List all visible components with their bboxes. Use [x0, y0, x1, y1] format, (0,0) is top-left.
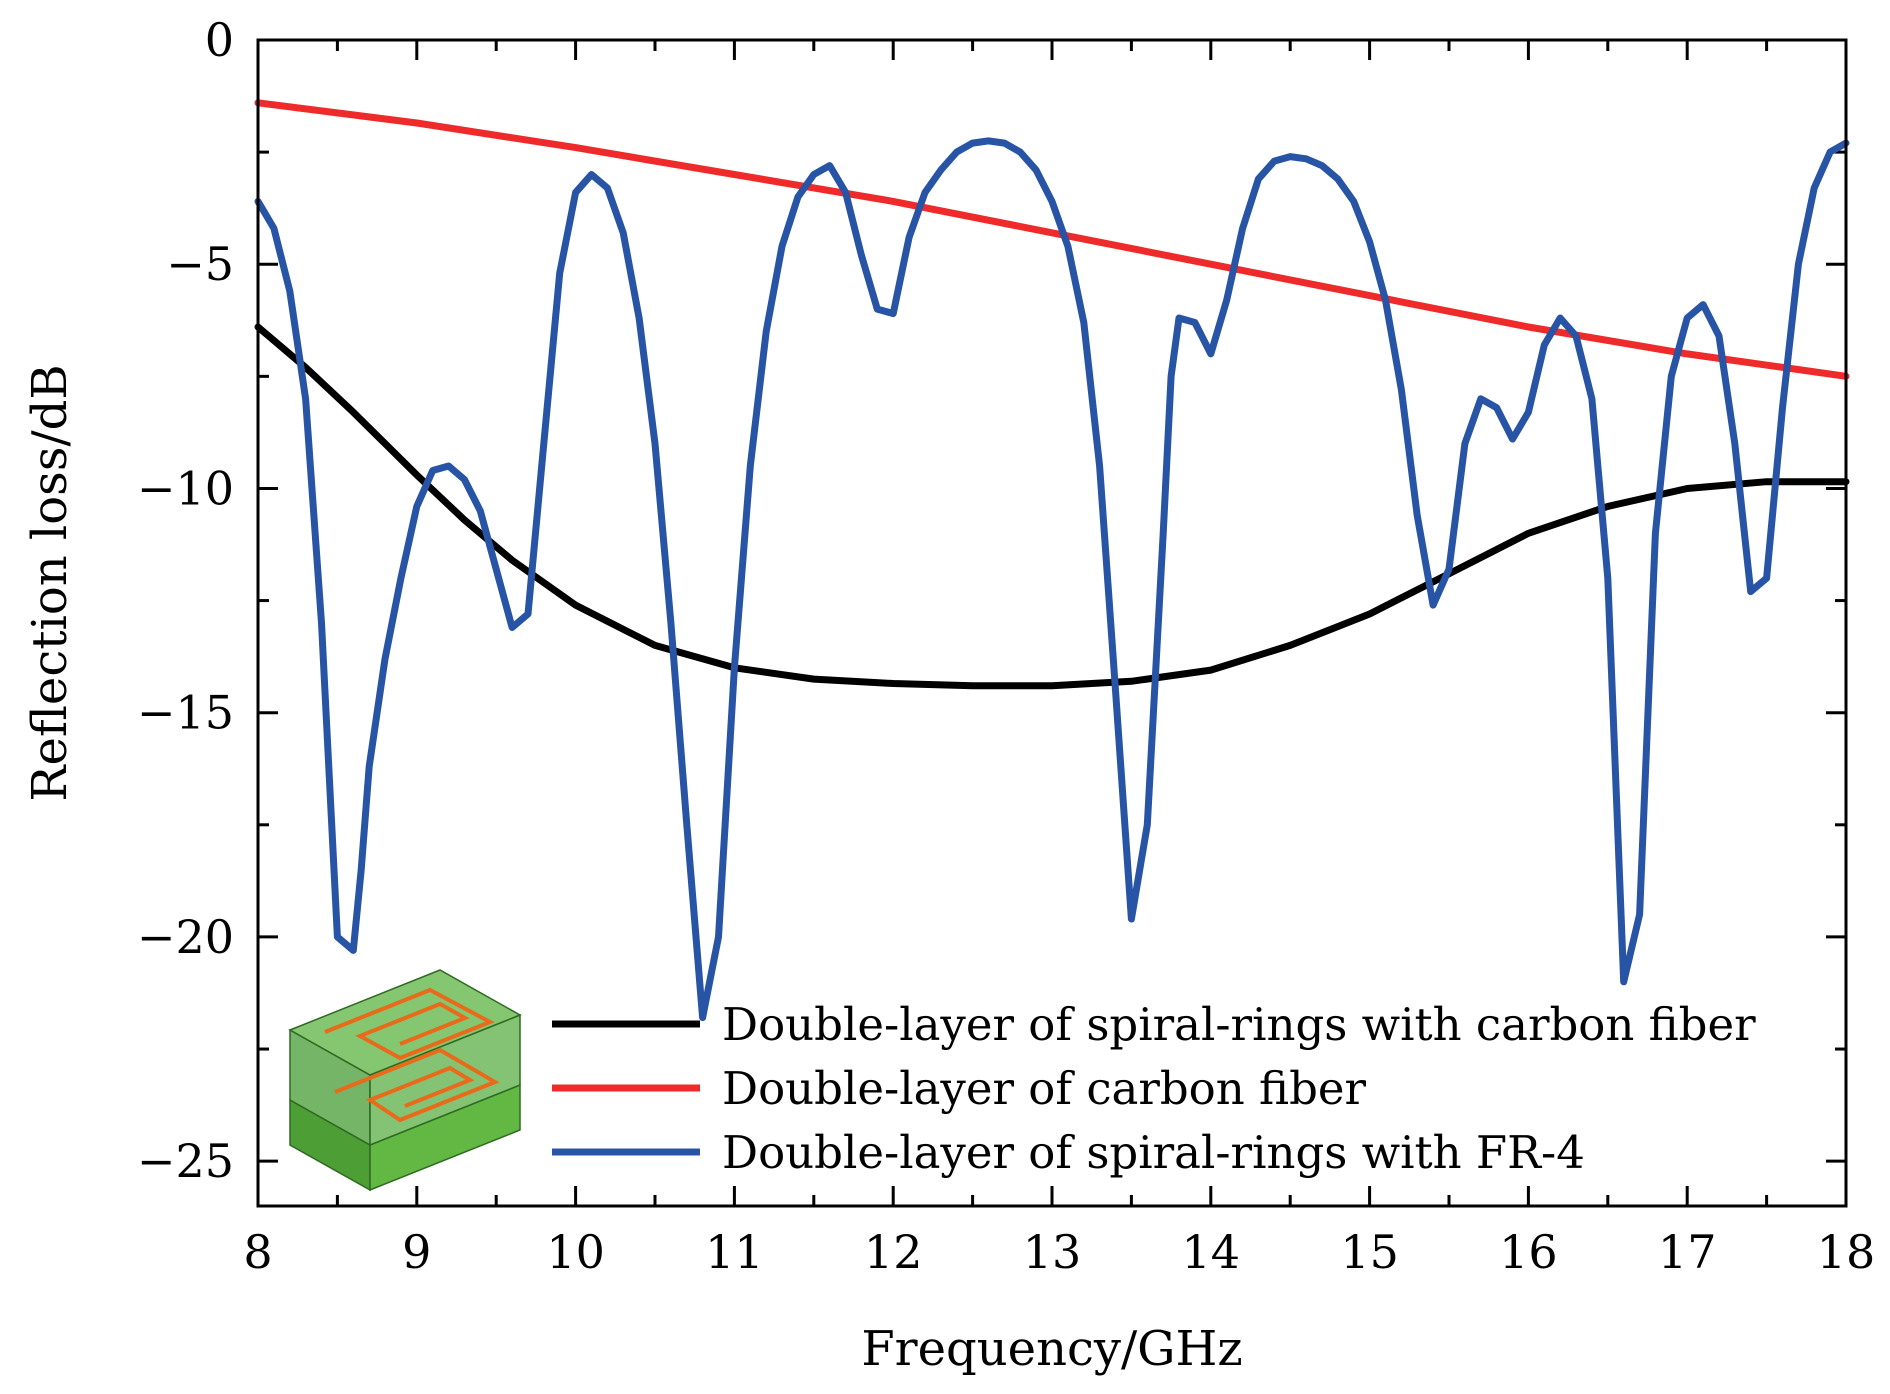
legend-label-3: Double-layer of spiral-rings with FR-4	[722, 1126, 1585, 1179]
y-axis-label: Reflection loss/dB	[22, 364, 78, 801]
x-tick-label: 14	[1182, 1225, 1241, 1279]
x-tick-label: 11	[705, 1225, 764, 1279]
x-tick-label: 18	[1817, 1225, 1876, 1279]
y-tick-label: −5	[166, 237, 234, 291]
series-line-3	[254, 137, 1850, 1022]
y-tick-label: −20	[137, 910, 234, 964]
x-tick-label: 13	[1023, 1225, 1082, 1279]
x-tick-label: 9	[402, 1225, 431, 1279]
x-tick-label: 12	[864, 1225, 923, 1279]
inset-spiral-upper	[324, 987, 495, 1061]
legend-label-1: Double-layer of spiral-rings with carbon…	[722, 998, 1756, 1051]
y-tick-label: −15	[137, 686, 234, 740]
inset-spiral-lower	[334, 1047, 500, 1123]
y-tick-label: −25	[137, 1134, 234, 1188]
x-tick-label: 8	[243, 1225, 272, 1279]
inset-cover-top-face	[288, 969, 522, 1076]
y-tick-label: −10	[137, 461, 234, 515]
series-line-1	[254, 323, 1850, 690]
data-series	[254, 99, 1850, 1022]
legend-label-2: Double-layer of carbon fiber	[722, 1062, 1367, 1115]
axis-tick-labels: 8 9 10 11 12 13 14 15 16 17 18 0 −5 −10 −15 −20 −25	[137, 13, 1875, 1279]
x-tick-label: 17	[1658, 1225, 1717, 1279]
series-line-2	[254, 99, 1850, 380]
plot-frame	[256, 38, 1848, 1208]
x-axis-label: Frequency/GHz	[861, 1321, 1242, 1377]
spiral-ring-unit-cell-icon	[288, 969, 522, 1192]
x-tick-label: 16	[1499, 1225, 1558, 1279]
x-tick-label: 15	[1340, 1225, 1399, 1279]
x-tick-label: 10	[546, 1225, 605, 1279]
legend: Double-layer of spiral-rings with carbon…	[552, 998, 1756, 1179]
y-tick-label: 0	[205, 13, 234, 67]
